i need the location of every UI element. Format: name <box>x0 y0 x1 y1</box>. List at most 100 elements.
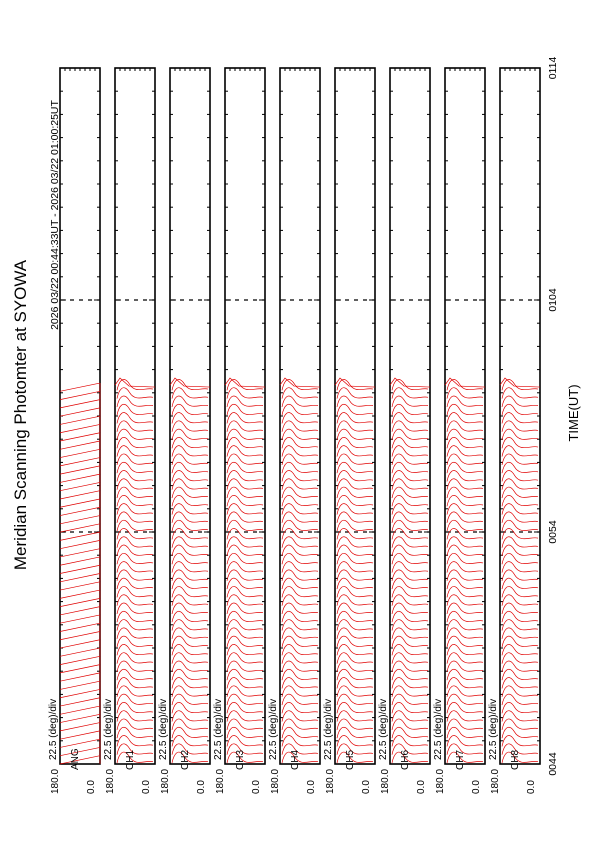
trace-line <box>446 387 484 399</box>
trace-line <box>171 743 209 755</box>
trace-line <box>501 561 539 573</box>
trace-line <box>59 515 101 525</box>
trace-line <box>59 440 101 450</box>
trace-line <box>446 403 484 416</box>
trace-line <box>281 635 319 648</box>
x-tick-label: 0114 <box>547 57 559 80</box>
trace-group <box>444 377 486 764</box>
trace-line <box>171 544 209 557</box>
trace-line <box>391 644 429 656</box>
trace-line <box>59 390 101 400</box>
trace-line <box>501 453 539 465</box>
trace-line <box>336 569 374 581</box>
trace-line <box>446 726 484 739</box>
trace-line <box>501 635 539 648</box>
trace-line <box>169 377 211 388</box>
trace-line <box>446 619 484 631</box>
trace-line <box>391 395 429 407</box>
trace-line <box>446 660 484 672</box>
trace-line <box>391 627 429 639</box>
trace-line <box>281 461 319 474</box>
trace-line <box>116 619 154 631</box>
trace-line <box>116 693 154 706</box>
trace-line <box>171 577 209 590</box>
trace-line <box>336 445 374 457</box>
trace-line <box>501 627 539 639</box>
scale-label: 22.5 (deg)/div <box>323 699 334 760</box>
trace-line <box>226 743 264 755</box>
panel-frame <box>279 67 321 765</box>
trace-line <box>446 751 484 764</box>
trace-line <box>226 420 264 432</box>
trace-group <box>499 377 541 764</box>
trace-line <box>171 627 209 639</box>
trace-line <box>116 644 154 656</box>
trace-line <box>336 486 374 499</box>
channel-label: CH1 <box>125 750 136 770</box>
trace-line <box>281 412 319 424</box>
trace-line <box>281 677 319 689</box>
trace-line <box>226 561 264 573</box>
trace-line <box>116 478 154 490</box>
panel-ch7: 180.0 0.0 CH7 22.5 (deg)/div <box>433 67 486 794</box>
channel-label: CH2 <box>180 750 191 770</box>
y-tick-label-min: 0.0 <box>251 780 262 794</box>
trace-line <box>391 478 429 490</box>
trace-line <box>59 655 101 665</box>
trace-line <box>446 478 484 490</box>
trace-line <box>114 377 156 388</box>
trace-line <box>336 677 374 689</box>
trace-line <box>226 461 264 474</box>
trace-line <box>336 453 374 465</box>
trace-line <box>336 528 374 540</box>
trace-line <box>336 470 374 482</box>
trace-line <box>226 652 264 664</box>
trace-line <box>336 577 374 590</box>
trace-line <box>171 685 209 697</box>
trace-line <box>226 610 264 623</box>
scale-label: 22.5 (deg)/div <box>268 699 279 760</box>
trace-line <box>226 635 264 648</box>
trace-line <box>59 573 101 583</box>
trace-line <box>391 668 429 681</box>
trace-line <box>391 602 429 615</box>
trace-line <box>226 677 264 689</box>
trace-line <box>446 644 484 656</box>
trace-line <box>171 702 209 714</box>
trace-line <box>116 735 154 747</box>
trace-line <box>501 420 539 432</box>
scale-label: 22.5 (deg)/div <box>378 699 389 760</box>
trace-line <box>281 503 319 515</box>
trace-line <box>444 377 486 388</box>
trace-line <box>446 652 484 664</box>
trace-line <box>226 428 264 441</box>
trace-line <box>336 751 374 764</box>
trace-line <box>59 705 101 715</box>
trace-line <box>116 495 154 507</box>
trace-line <box>281 718 319 730</box>
y-tick-label-min: 0.0 <box>306 780 317 794</box>
trace-line <box>59 672 101 682</box>
trace-line <box>116 486 154 499</box>
trace-line <box>59 689 101 699</box>
trace-line <box>59 564 101 574</box>
trace-line <box>171 668 209 681</box>
trace-line <box>59 581 101 591</box>
trace-line <box>59 498 101 508</box>
trace-line <box>116 685 154 697</box>
trace-line <box>336 420 374 432</box>
trace-line <box>59 664 101 674</box>
trace-line <box>116 577 154 590</box>
trace-line <box>116 544 154 557</box>
trace-line <box>116 569 154 581</box>
trace-line <box>226 627 264 639</box>
trace-line <box>116 412 154 424</box>
channel-label: CH6 <box>400 750 411 770</box>
trace-line <box>336 594 374 606</box>
y-tick-label-min: 0.0 <box>526 780 537 794</box>
trace-line <box>336 544 374 557</box>
scale-label: 22.5 (deg)/div <box>488 699 499 760</box>
trace-line <box>501 536 539 548</box>
trace-line <box>226 586 264 598</box>
